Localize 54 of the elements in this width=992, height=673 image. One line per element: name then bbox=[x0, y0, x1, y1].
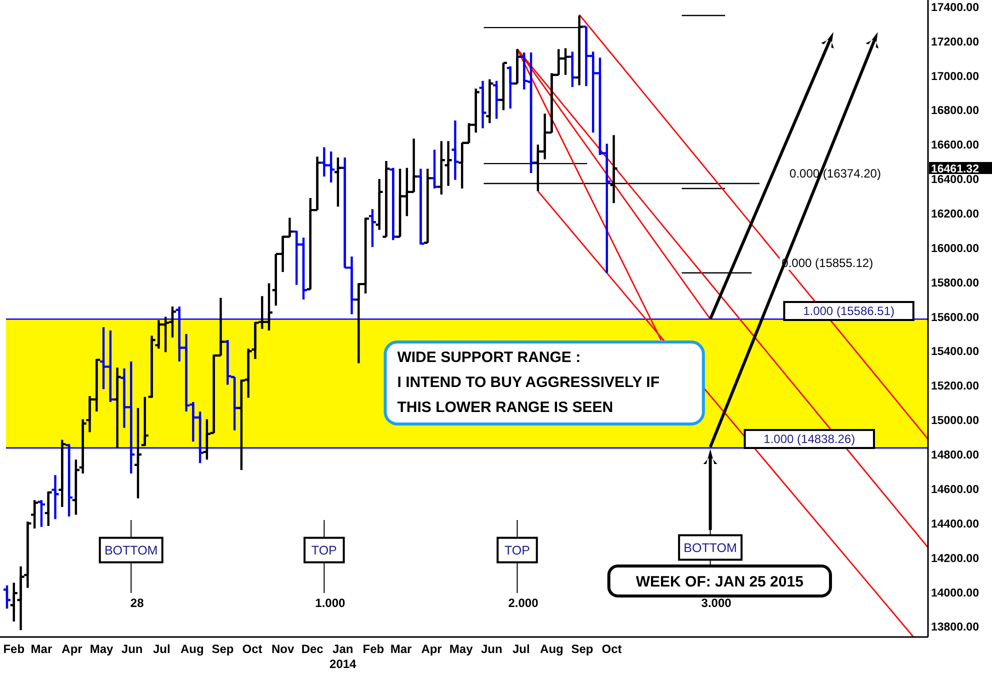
x-tick-label: Mar bbox=[390, 642, 412, 656]
x-tick-label: Sep bbox=[212, 642, 234, 656]
ref-line-label: 1.000 bbox=[315, 596, 346, 610]
annotation: WIDE SUPPORT RANGE : I INTEND TO BUY AGGRESSIVELY IF THIS LOWER RANGE IS SEEN bbox=[397, 349, 660, 416]
annotation: BOTTOM bbox=[684, 540, 737, 555]
x-tick-label: Aug bbox=[540, 642, 564, 656]
y-tick-label: 13800.00 bbox=[931, 622, 979, 634]
x-tick-label: Aug bbox=[180, 642, 204, 656]
y-tick-label: 14000.00 bbox=[931, 587, 979, 600]
x-tick-label: Apr bbox=[421, 642, 442, 656]
x-tick-label: Oct bbox=[602, 642, 622, 656]
y-tick-label: 15800.00 bbox=[931, 277, 979, 290]
ref-line-label: 3.000 bbox=[701, 596, 732, 610]
y-tick-label: 16800.00 bbox=[931, 105, 979, 118]
ref-line-label: 28 bbox=[130, 596, 144, 610]
x-tick-label: Sep bbox=[571, 642, 594, 656]
annotation: 1.000 (15586.51) bbox=[803, 304, 894, 318]
text: 0.000 (16374.20) bbox=[790, 166, 881, 180]
x-tick-label: Jun bbox=[480, 642, 502, 656]
annotation: BOTTOM bbox=[104, 543, 158, 558]
x-tick-label: May bbox=[449, 642, 474, 656]
x-tick-label: Apr bbox=[62, 642, 83, 656]
y-tick-label: 17400.00 bbox=[931, 2, 979, 14]
x-tick-label: Oct bbox=[242, 642, 262, 656]
y-tick-label: 15400.00 bbox=[931, 346, 979, 358]
x-tick-label: Jan 2014 bbox=[330, 642, 357, 671]
annotation: TOP bbox=[504, 543, 530, 558]
annotation: 1.000 (14838.26) bbox=[764, 432, 856, 446]
y-tick-label: 16000.00 bbox=[931, 242, 979, 255]
x-tick-label: Feb bbox=[362, 642, 384, 656]
x-tick-label: Jul bbox=[512, 642, 530, 656]
y-tick-label: 14400.00 bbox=[931, 518, 979, 530]
x-tick-label: May bbox=[90, 642, 114, 656]
y-tick-label: 16200.00 bbox=[931, 208, 979, 221]
y-tick-label: 17000.00 bbox=[931, 70, 979, 83]
x-tick-label: Feb bbox=[3, 642, 25, 656]
annotation: WEEK OF: JAN 25 2015 bbox=[636, 573, 804, 590]
y-tick-label: 14200.00 bbox=[931, 552, 979, 565]
text: 16461.32 bbox=[931, 164, 979, 176]
y-tick-label: 16400.00 bbox=[931, 174, 979, 186]
ref-line-label: 2.000 bbox=[508, 596, 539, 610]
annotation: TOP bbox=[311, 543, 337, 558]
x-tick-label: Dec bbox=[301, 642, 324, 656]
y-tick-label: 14600.00 bbox=[931, 484, 979, 496]
y-tick-label: 15600.00 bbox=[931, 312, 979, 324]
y-tick-label: 14800.00 bbox=[931, 450, 979, 462]
y-tick-label: 17200.00 bbox=[931, 36, 979, 48]
y-tick-label: 16600.00 bbox=[931, 140, 979, 152]
y-tick-label: 15000.00 bbox=[931, 415, 979, 428]
x-tick-label: Mar bbox=[30, 642, 52, 656]
y-tick-label: 15200.00 bbox=[931, 380, 979, 393]
x-tick-label: Jul bbox=[152, 642, 170, 656]
x-tick-label: Jun bbox=[121, 642, 143, 656]
x-tick-label: Nov bbox=[271, 642, 294, 656]
